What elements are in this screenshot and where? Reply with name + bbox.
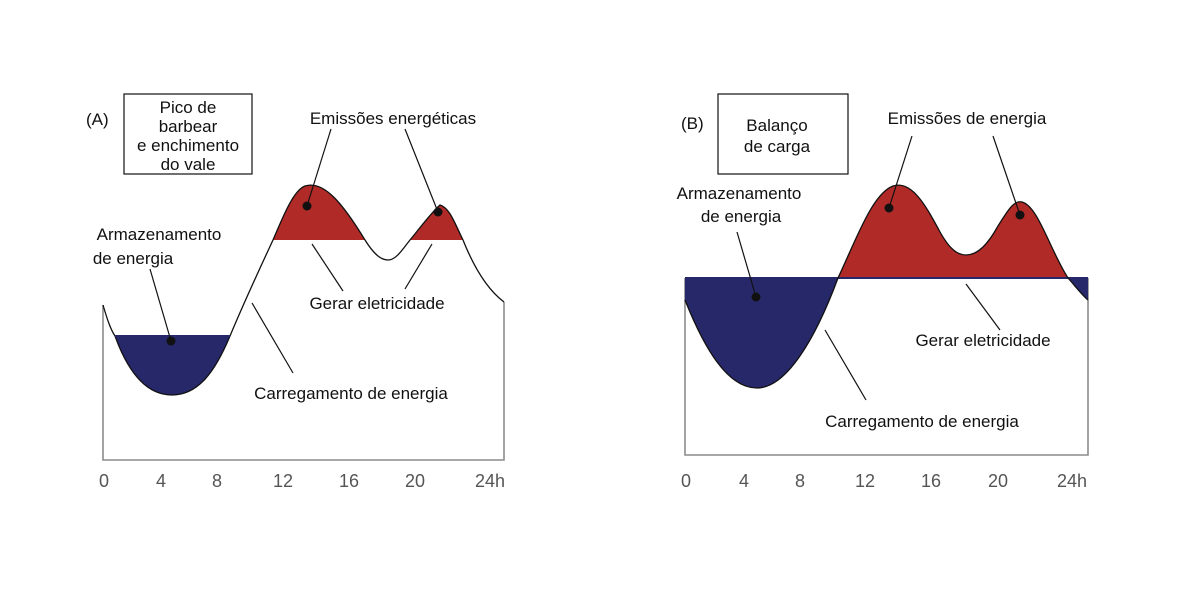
panel-a-emission-leader-2: [404, 128, 439, 213]
panel-b-tag: (B): [681, 114, 704, 133]
panel-b-generate-area: [838, 185, 1068, 278]
panel-b-tick-4: 4: [739, 471, 749, 491]
panel-b-tick-8: 8: [795, 471, 805, 491]
panel-b: Balanço de carga (B) Emissões de energia…: [677, 93, 1089, 491]
panel-a-box-line-2: barbear: [159, 117, 218, 136]
panel-b-storage-label-1: Armazenamento: [677, 184, 802, 203]
panel-a-box-line-4: do vale: [161, 155, 216, 174]
panel-a-generate-label: Gerar eletricidade: [309, 294, 444, 313]
panel-a-storage-label-1: Armazenamento: [97, 225, 222, 244]
panel-a-emission-leader-1: [306, 128, 332, 207]
panel-a-storage-label-2: de energia: [93, 249, 174, 268]
panel-b-tick-20: 20: [988, 471, 1008, 491]
panel-b-tick-12: 12: [855, 471, 875, 491]
panel-b-emissions-label: Emissões de energia: [888, 109, 1047, 128]
panel-b-x-ticks: 0 4 8 12 16 20 24h: [681, 471, 1087, 491]
panel-b-charging-leader: [824, 329, 867, 401]
panel-b-storage-area: [685, 278, 838, 388]
panel-b-emission-leader-2: [992, 135, 1021, 216]
panel-b-generate-label: Gerar eletricidade: [915, 331, 1050, 350]
panel-a-tick-24h: 24h: [475, 471, 505, 491]
panel-b-tick-16: 16: [921, 471, 941, 491]
panel-a-box-line-3: e enchimento: [137, 136, 239, 155]
panel-a-frame: [102, 302, 505, 461]
panel-b-box-line-1: Balanço: [746, 116, 807, 135]
panel-a-box: [123, 93, 253, 175]
panel-a-storage-area: [115, 336, 230, 395]
panel-a-tick-20: 20: [405, 471, 425, 491]
panel-a-storage-leader: [149, 268, 172, 342]
panel-b-box: [717, 93, 849, 175]
panel-a-charging-leader: [251, 302, 294, 374]
panel-a-generate-area-1: [273, 185, 365, 240]
panel-b-box-line-2: de carga: [744, 137, 811, 156]
panel-b-generate-leader: [965, 283, 1001, 331]
panel-a-generate-leader-2: [404, 243, 433, 290]
panel-b-storage-leader: [736, 231, 757, 298]
panel-a-tick-12: 12: [273, 471, 293, 491]
panel-b-frame: [684, 278, 1089, 456]
panel-a-tick-4: 4: [156, 471, 166, 491]
panel-b-load-curve: [684, 184, 1089, 389]
panel-a-emissions-label: Emissões energéticas: [310, 109, 476, 128]
panel-b-storage-label-2: de energia: [701, 207, 782, 226]
panel-b-tick-0: 0: [681, 471, 691, 491]
panel-a-tick-0: 0: [99, 471, 109, 491]
panel-a-generate-leader-1: [311, 243, 344, 292]
panel-b-emission-leader-1: [888, 135, 913, 209]
panel-a-tick-8: 8: [212, 471, 222, 491]
panel-b-charging-label: Carregamento de energia: [825, 412, 1019, 431]
panel-a-tag: (A): [86, 110, 109, 129]
panel-a-tick-16: 16: [339, 471, 359, 491]
panel-a-charging-label: Carregamento de energia: [254, 384, 448, 403]
panel-a-box-line-1: Pico de: [160, 98, 217, 117]
panel-b-tick-24h: 24h: [1057, 471, 1087, 491]
panel-a: Pico de barbear e enchimento do vale (A)…: [86, 93, 505, 491]
panel-a-x-ticks: 0 4 8 12 16 20 24h: [99, 471, 505, 491]
